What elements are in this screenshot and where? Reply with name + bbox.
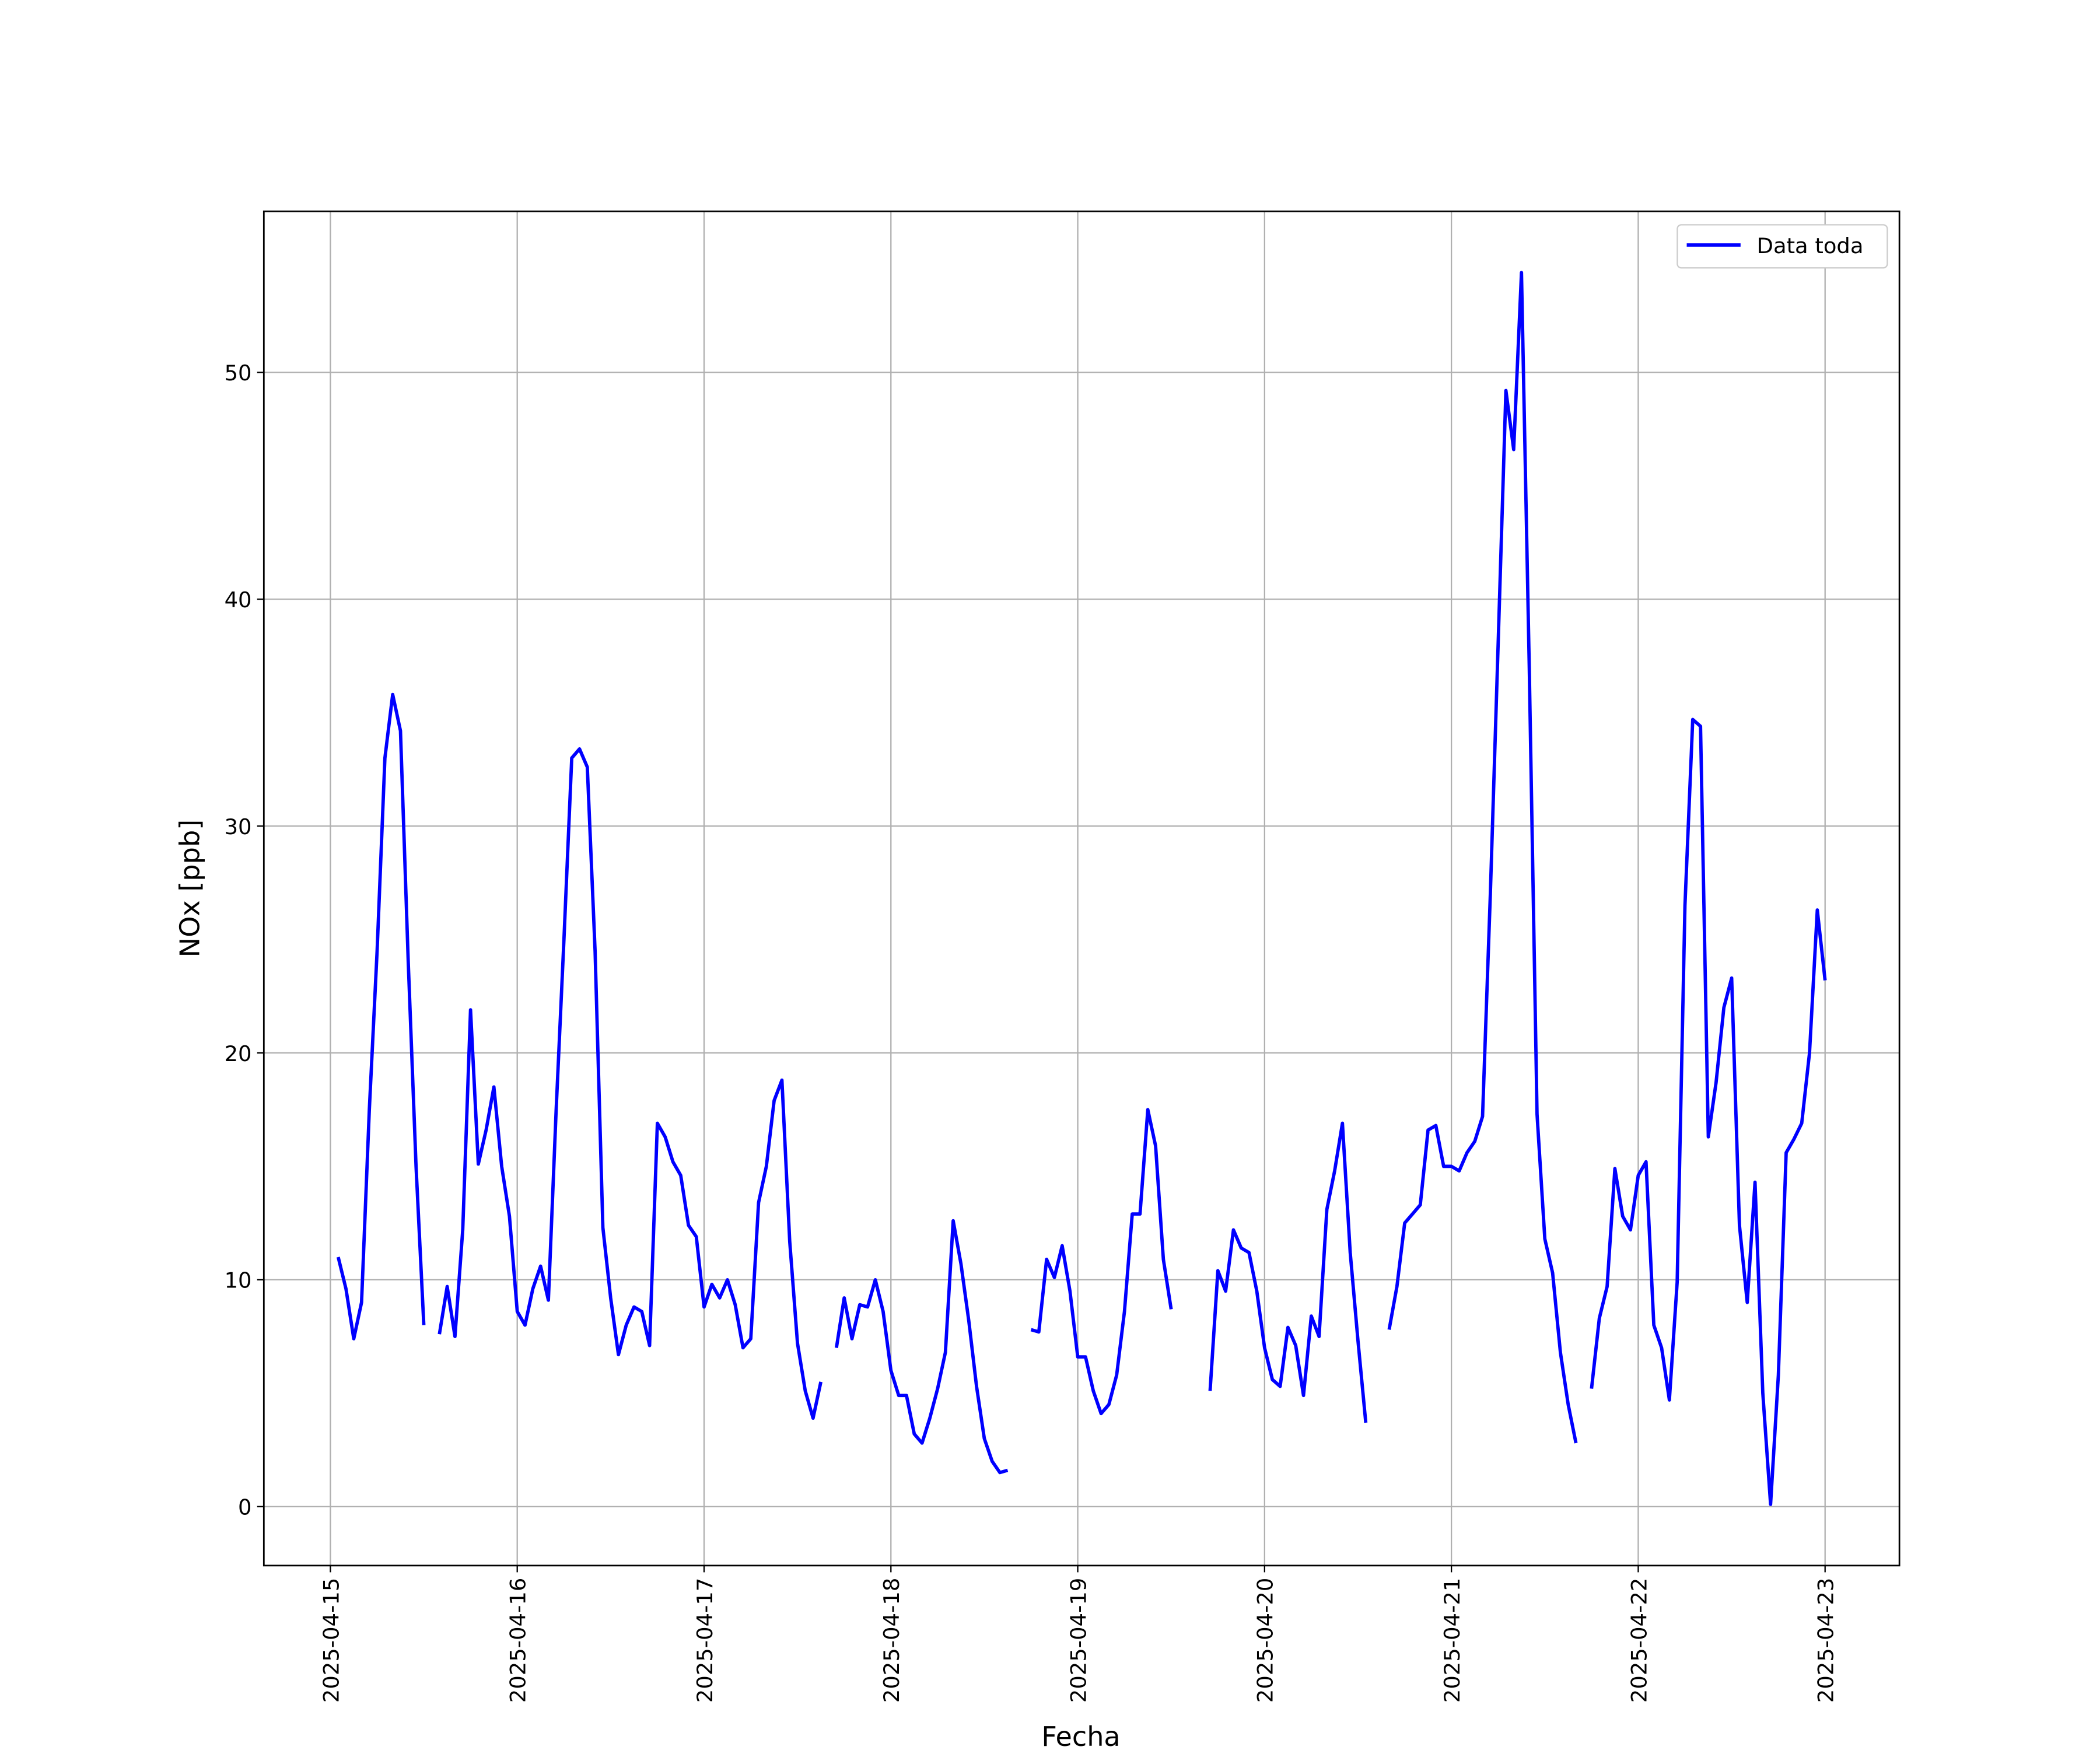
y-tick-label: 20 [225, 1041, 252, 1066]
y-tick-label: 40 [225, 587, 252, 612]
x-tick-label: 2025-04-19 [1066, 1578, 1091, 1703]
x-tick-label: 2025-04-21 [1440, 1578, 1465, 1703]
x-tick-label: 2025-04-22 [1626, 1578, 1651, 1703]
x-tick-label: 2025-04-20 [1253, 1578, 1278, 1703]
y-tick-label: 30 [225, 814, 252, 839]
y-axis-label: NOx [ppb] [174, 820, 206, 958]
y-tick-label: 0 [238, 1495, 251, 1520]
legend-box [1676, 224, 1888, 269]
legend-label: Data toda [1757, 233, 1864, 258]
x-tick-label: 2025-04-16 [506, 1578, 531, 1703]
x-tick-label: 2025-04-17 [692, 1578, 718, 1703]
x-tick-label: 2025-04-15 [318, 1578, 344, 1703]
plot-frame [262, 210, 1901, 1567]
x-tick-label: 2025-04-23 [1814, 1578, 1839, 1703]
y-tick-label: 50 [225, 360, 252, 386]
y-tick-label: 10 [225, 1268, 252, 1293]
x-axis-label: Fecha [1041, 1721, 1120, 1750]
data-line [336, 271, 1827, 1506]
x-tick-label: 2025-04-18 [879, 1578, 904, 1703]
